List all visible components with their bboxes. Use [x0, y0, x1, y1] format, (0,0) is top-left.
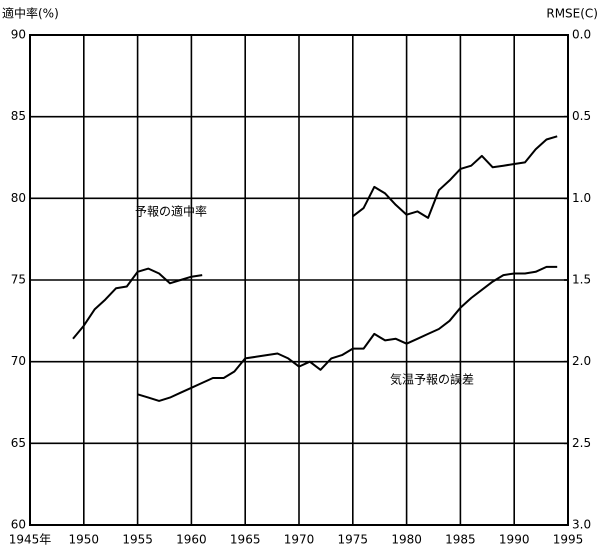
x-tick-label: 1995: [553, 533, 584, 547]
y-tick-label: 85: [11, 109, 26, 123]
x-tick-label: 1990: [499, 533, 530, 547]
y-tick-label: 75: [11, 273, 26, 287]
annotation: 予報の適中率: [135, 204, 207, 219]
y2-tick-label: 2.0: [572, 354, 591, 368]
y-tick-label: 90: [11, 28, 26, 42]
annotation: 気温予報の誤差: [390, 372, 474, 387]
y2-tick-label: 0.5: [572, 109, 591, 123]
data-line: [137, 265, 558, 402]
y-tick-label: 65: [11, 436, 26, 450]
y-axis-label: 適中率(%): [2, 6, 59, 21]
y2-tick-label: 1.0: [572, 191, 591, 205]
x-tick-label: 1980: [391, 533, 422, 547]
x-tick-label: 1960: [176, 533, 207, 547]
x-tick-label: 1950: [69, 533, 100, 547]
x-tick-label: 1965: [230, 533, 261, 547]
y2-axis-label: RMSE(C): [546, 7, 598, 21]
x-tick-label: 1985: [445, 533, 476, 547]
y-tick-label: 60: [11, 518, 26, 532]
x-tick-label: 1975: [338, 533, 369, 547]
y-tick-label: 70: [11, 354, 26, 368]
x-tick-label: 1970: [284, 533, 315, 547]
y2-tick-label: 3.0: [572, 518, 591, 532]
x-tick-label: 1945年: [9, 533, 52, 547]
x-tick-label: 1955: [122, 533, 153, 547]
data-line: [72, 135, 558, 340]
y2-tick-label: 1.5: [572, 273, 591, 287]
y-tick-label: 80: [11, 191, 26, 205]
y2-tick-label: 2.5: [572, 436, 591, 450]
y2-tick-label: 0.0: [572, 28, 591, 42]
